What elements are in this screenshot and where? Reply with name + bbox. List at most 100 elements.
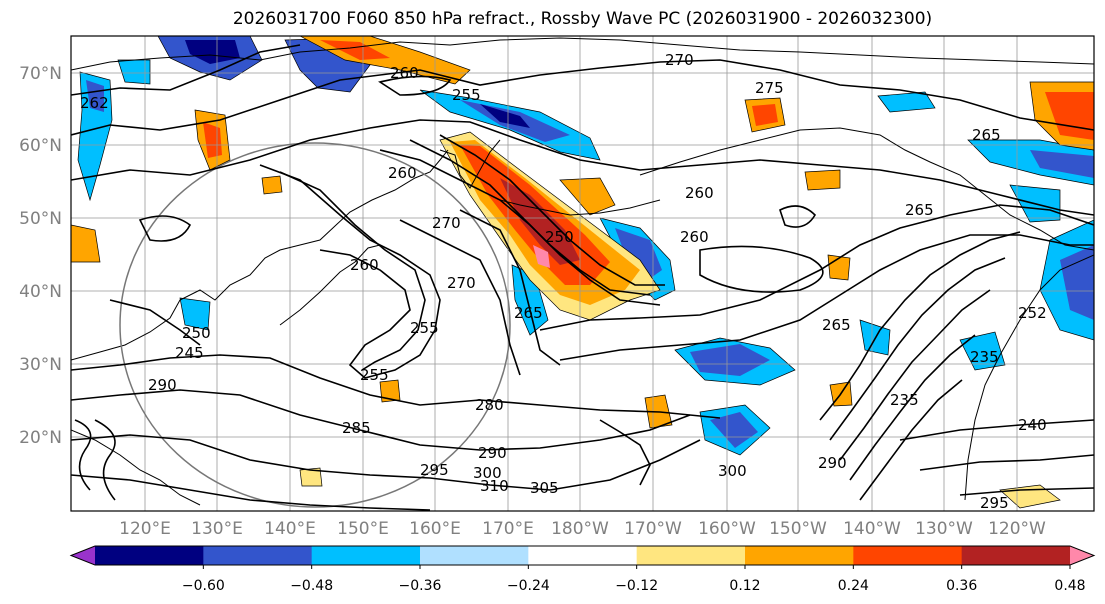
longitude-label: 160°W [698,519,756,539]
contour-line [71,354,721,419]
contour-line [919,454,1094,471]
negative-anomaly-area [959,331,1006,371]
contour-line [599,419,651,486]
colorbar: −0.60 −0.48 −0.36 −0.24 −0.12 0.12 0.24 0.36 0.4… [69,545,1096,594]
positive-anomaly-area [752,104,778,126]
kamchatka-coastline [439,139,501,189]
positive-anomaly-area [533,245,550,268]
positive-anomaly-area [500,178,580,265]
contour-label: 305 [530,479,559,497]
contour-label: 235 [970,348,999,366]
contour-line [959,487,1094,496]
negative-anomaly-area [185,40,240,64]
latitude-label: 30°N [19,355,62,375]
longitude-label: 130°E [191,519,243,539]
negative-anomaly-area [877,91,936,113]
contour-line [459,209,561,366]
colorbar-extend-low [71,546,95,565]
contour-line [859,379,963,501]
contour-label: 290 [148,376,177,394]
arctic-coastline [71,37,1094,71]
contour-label: 245 [175,344,204,362]
asia-coastline [71,149,449,361]
colorbar-outline [69,545,1096,566]
longitude-label: 140°W [843,519,901,539]
colorbar-segment [311,546,421,565]
colorbar-tick-label: −0.24 [507,578,550,594]
longitude-label: 170°E [482,519,534,539]
colorbar-extend-high [1070,546,1094,565]
contour-line [94,419,116,501]
contour-label: 250 [545,228,574,246]
contour-label: 265 [905,201,934,219]
contour-line [378,75,452,96]
contour-line [439,134,665,286]
latitude-label: 20°N [19,428,62,448]
contour-label: 250 [182,324,211,342]
contour-line [71,389,691,451]
contour-label: 300 [718,462,747,480]
plot-frame [70,35,1095,512]
colorbar-tick-label: −0.12 [615,578,658,594]
longitude-label: 120°E [119,519,171,539]
longitude-label: 160°E [409,519,461,539]
contour-line [74,419,92,491]
contour-line [699,245,824,293]
contour-line [109,299,201,346]
map-title: 2026031700 F060 850 hPa refract., Rossby… [232,9,933,29]
negative-anomaly-area [480,104,530,128]
negative-anomaly-area [86,80,104,112]
contour-line [829,257,1006,441]
contour-label: 310 [480,477,509,495]
contour-line [71,119,1094,216]
latitude-label: 50°N [19,209,62,229]
colorbar-segment [745,546,854,565]
contour-line [71,44,301,96]
contour-label: 290 [478,444,507,462]
contour-label: 270 [432,214,461,232]
contour-label: 270 [447,274,476,292]
contour-label: 235 [890,391,919,409]
latitude-label: 40°N [19,282,62,302]
negative-anomaly-area [710,412,758,448]
colorbar-tick-label: −0.36 [399,578,442,594]
contour-line [279,171,426,371]
contour-line [71,474,431,511]
colorbar-segment [961,546,1071,565]
contour-label: 265 [822,316,851,334]
latitude-label: 60°N [19,136,62,156]
longitude-labels: 120°E 130°E 140°E 150°E 160°E 170°E 180°W 170°W… [119,519,1046,539]
contour-label: 275 [755,79,784,97]
contour-label: 285 [342,419,371,437]
contour-label: 255 [360,366,389,384]
contour-line [559,234,1094,361]
southeast-asia-coastline [71,429,201,506]
contour-label: 260 [388,164,417,182]
negative-anomaly-area [967,139,1094,186]
map-plot-area: 270 275 255 260 262 265 260 260 260 270 … [71,36,1094,511]
longitude-label: 130°W [915,519,973,539]
graticule [71,36,1094,511]
contour-label: 270 [665,51,694,69]
contour-label: 252 [1018,304,1047,322]
colorbar-tick-label: −0.48 [290,578,333,594]
positive-anomaly-area [379,379,401,403]
negative-anomaly-area [179,297,211,331]
positive-anomaly-area [299,467,323,487]
contour-line [259,164,441,379]
colorbar-segment [853,546,963,565]
contour-label: 260 [685,184,714,202]
contour-line [849,334,976,481]
shaded-anomaly-fields [71,36,1094,509]
contour-line [399,219,521,376]
contour-label: 260 [680,228,709,246]
contour-line [819,231,1021,421]
colorbar-tick-label: 0.36 [946,578,977,594]
longitude-label: 180°W [551,519,609,539]
contour-line [138,215,192,242]
colorbar-segment [636,546,746,565]
longitude-label: 170°W [624,519,682,539]
contour-label: 295 [420,461,449,479]
colorbar-tick-label: 0.24 [838,578,869,594]
